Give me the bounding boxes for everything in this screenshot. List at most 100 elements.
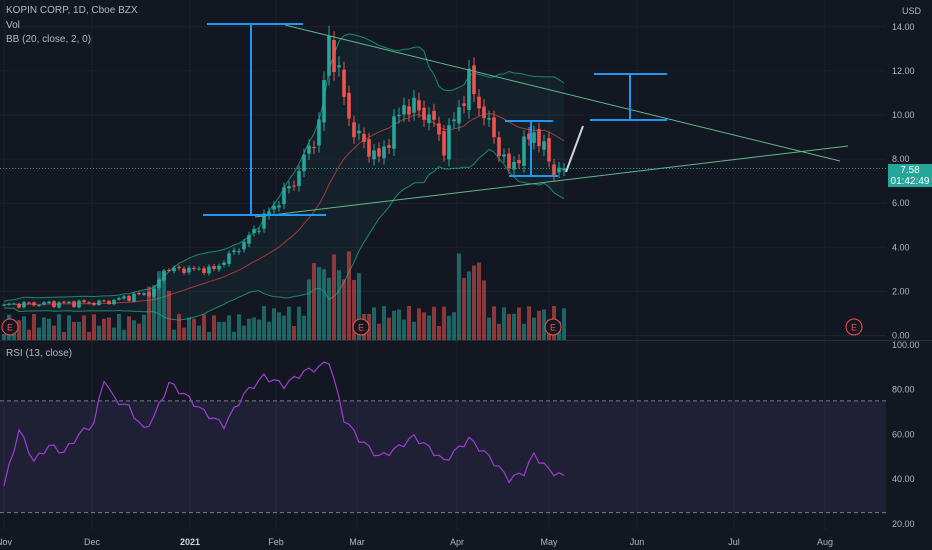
time-tick-4: Mar [349,537,365,547]
time-tick-1: Dec [84,537,101,547]
candle-body-11 [57,302,61,308]
volume-bar-34 [172,329,176,340]
volume-bar-45 [227,315,231,340]
candle-body-41 [207,266,211,274]
candle-body-38 [192,268,196,270]
volume-bar-36 [182,327,186,340]
rsi-pane [0,361,886,514]
volume-bar-4 [22,316,26,340]
volume-bar-37 [187,317,191,340]
price-tick-6: 2.00 [892,286,910,296]
candle-body-10 [52,301,56,307]
volume-bar-104 [522,323,526,340]
candle-body-67 [337,65,341,68]
candle-body-97 [487,118,491,120]
candle-body-60 [302,154,306,172]
candle-body-43 [217,265,221,270]
candle-body-20 [102,300,106,302]
candle-body-31 [157,279,161,288]
volume-bar-88 [442,306,446,340]
volume-bar-107 [537,310,541,340]
volume-bar-25 [127,316,131,340]
candle-body-62 [312,146,316,148]
earnings-marker-label-2: E [550,323,556,333]
candle-body-111 [557,167,561,173]
volume-bar-20 [102,318,106,340]
volume-bar-76 [382,306,386,340]
volume-bar-86 [432,306,436,340]
candle-body-89 [447,125,451,160]
currency-label: USD [902,6,922,16]
volume-bar-90 [452,312,456,340]
candle-body-79 [397,114,401,117]
volume-bar-23 [117,314,121,340]
volume-bar-43 [217,321,221,340]
volume-bar-7 [37,327,41,340]
candle-body-94 [472,65,476,95]
rsi-band-fill [0,400,886,513]
candle-body-21 [107,300,111,305]
volume-bar-27 [137,323,141,340]
volume-bar-26 [132,320,136,340]
candle-body-107 [537,129,541,147]
candle-body-55 [277,205,281,208]
volume-bar-71 [357,273,361,340]
candle-body-110 [552,164,556,176]
countdown-timer: 01:42:49 [890,176,930,187]
candle-body-5 [27,302,31,304]
rsi-tick-3: 40.00 [892,474,915,484]
volume-bar-108 [542,309,546,340]
candle-body-37 [187,267,191,273]
candle-body-42 [212,266,216,269]
candle-body-36 [182,268,186,273]
volume-bar-31 [157,271,161,340]
candle-body-50 [252,228,256,234]
candle-body-104 [522,136,526,166]
candle-body-85 [427,114,431,124]
candle-body-35 [177,266,181,268]
volume-bar-57 [287,306,291,340]
volume-bar-40 [202,314,206,340]
volume-bar-0 [2,334,6,340]
volume-bar-98 [492,306,496,340]
candle-body-95 [477,96,481,109]
candle-body-70 [352,122,356,138]
candle-body-3 [17,303,21,308]
price-tick-0: 14.00 [892,22,915,32]
volume-bar-54 [272,308,276,340]
volume-bar-84 [422,312,426,340]
volume-bar-96 [482,280,486,340]
time-tick-0: Nov [0,537,12,547]
candle-body-17 [87,302,91,304]
time-tick-9: Aug [817,537,833,547]
rsi-tick-1: 80.00 [892,385,915,395]
candle-body-28 [142,293,146,295]
legend-volume: Vol [6,20,20,31]
candle-body-88 [442,131,446,156]
time-tick-2: 2021 [180,537,200,547]
volume-bar-112 [562,308,566,340]
volume-bar-15 [77,321,81,340]
candle-body-81 [407,106,411,115]
volume-bar-67 [337,270,341,340]
volume-bar-78 [392,310,396,340]
candle-body-91 [457,107,461,124]
candle-body-0 [2,304,6,306]
volume-bar-10 [52,325,56,340]
volume-bar-22 [112,327,116,340]
candle-body-58 [292,185,296,187]
candle-body-26 [132,293,136,302]
candle-body-93 [467,68,471,111]
candle-body-83 [417,100,421,111]
volume-bar-95 [477,262,481,340]
candle-body-112 [562,168,566,171]
candle-body-106 [532,132,536,143]
candle-body-9 [47,301,51,303]
volume-bar-3 [17,320,21,340]
volume-bar-38 [192,318,196,340]
candle-body-24 [122,296,126,299]
candle-body-6 [32,302,36,306]
legend-title: KOPIN CORP, 1D, Cboe BZX [6,5,138,16]
price-tick-1: 12.00 [892,66,915,76]
